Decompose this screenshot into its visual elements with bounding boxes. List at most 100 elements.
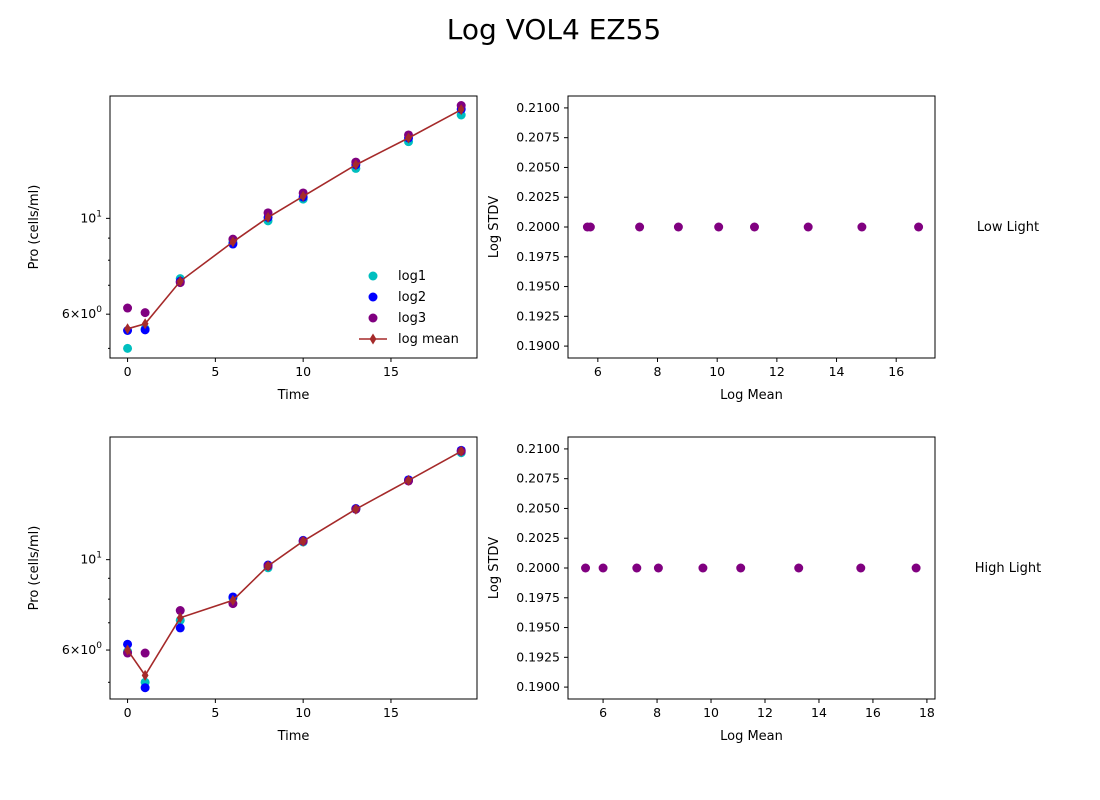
point	[585, 222, 595, 232]
y-tick-label: 0.2025	[516, 530, 560, 545]
y-tick-label: 6×100	[62, 305, 102, 321]
point-log-mean	[405, 474, 412, 486]
point-log-mean	[141, 318, 149, 330]
y-tick-label: 0.2100	[516, 100, 560, 115]
y-tick-label: 0.1950	[516, 279, 560, 294]
x-axis-label: Log Mean	[720, 729, 783, 744]
x-tick-label: 8	[654, 364, 662, 379]
point-log-mean	[264, 211, 272, 223]
x-tick-label: 16	[865, 705, 881, 720]
point-log-mean	[229, 236, 237, 248]
point	[794, 563, 804, 573]
y-axis-label: Pro (cells/ml)	[27, 185, 42, 270]
point-log-mean	[352, 503, 360, 515]
legend-marker-log3	[368, 313, 378, 323]
point-log3	[140, 648, 150, 658]
point	[736, 563, 746, 573]
point	[653, 563, 663, 573]
series-line-log-mean	[126, 450, 462, 677]
point	[673, 222, 683, 232]
y-tick-label: 0.1925	[516, 308, 560, 323]
point-log-mean	[141, 669, 149, 681]
point-log2	[175, 623, 185, 633]
y-tick-label: 0.1975	[516, 590, 560, 605]
legend-label: log3	[398, 311, 426, 326]
point-log-mean	[299, 190, 307, 202]
point-log-mean	[352, 159, 360, 171]
x-tick-label: 14	[811, 705, 827, 720]
point-log-mean	[264, 560, 272, 572]
y-tick-label: 0.1950	[516, 620, 560, 635]
x-tick-label: 10	[295, 705, 311, 720]
point-log2	[140, 325, 150, 335]
point	[911, 563, 921, 573]
point	[749, 222, 759, 232]
point-log-mean	[124, 644, 131, 656]
point	[632, 563, 642, 573]
legend-marker-log1	[368, 271, 378, 281]
y-tick-label: 0.1925	[516, 649, 560, 664]
point-log-mean	[176, 275, 184, 287]
y-tick-label: 0.2050	[516, 500, 560, 515]
y-tick-label: 0.2050	[516, 159, 560, 174]
legend-label: log mean	[398, 332, 459, 347]
point	[914, 222, 924, 232]
x-tick-label: 12	[757, 705, 773, 720]
point-log-mean	[176, 612, 184, 624]
x-tick-label: 12	[769, 364, 785, 379]
x-tick-label: 15	[383, 364, 399, 379]
point-log-mean	[229, 594, 237, 606]
x-tick-label: 5	[211, 364, 219, 379]
y-tick-label: 6×100	[62, 641, 102, 657]
point	[857, 222, 867, 232]
point-log2	[123, 639, 133, 649]
y-tick-label: 0.1975	[516, 249, 560, 264]
y-tick-label: 0.2025	[516, 189, 560, 204]
x-axis-label: Time	[277, 729, 310, 744]
figure-title: Log VOL4 EZ55	[447, 13, 661, 46]
y-tick-label: 101	[80, 209, 102, 225]
x-tick-label: 14	[829, 364, 845, 379]
x-tick-label: 10	[709, 364, 725, 379]
y-tick-label: 0.2075	[516, 130, 560, 145]
x-tick-label: 0	[124, 364, 132, 379]
y-tick-label: 0.1900	[516, 679, 560, 694]
point	[714, 222, 724, 232]
y-tick-label: 101	[80, 551, 102, 567]
x-tick-label: 16	[888, 364, 904, 379]
axes-frame	[109, 436, 478, 700]
x-tick-label: 18	[919, 705, 935, 720]
x-tick-label: 15	[383, 705, 399, 720]
panel-top-right: 6 8 10 12 14 16 Log Mean 0.1900 0.1925 0.1950 0.19…	[487, 95, 1039, 403]
x-axis-label: Time	[277, 388, 310, 403]
side-label: Low Light	[977, 220, 1039, 235]
y-axis-label: Pro (cells/ml)	[27, 526, 42, 611]
point-log-mean	[457, 445, 465, 457]
point-log-mean	[124, 323, 131, 335]
x-axis-label: Log Mean	[720, 388, 783, 403]
point-log3	[175, 606, 185, 616]
side-label: High Light	[975, 561, 1041, 576]
legend-marker-log2	[368, 292, 378, 302]
legend-marker-log-mean	[369, 333, 377, 345]
y-tick-label: 0.1900	[516, 338, 560, 353]
point	[635, 222, 645, 232]
point-log-mean	[457, 104, 465, 116]
legend-label: log2	[398, 290, 426, 305]
x-tick-label: 10	[295, 364, 311, 379]
y-tick-label: 0.2100	[516, 441, 560, 456]
point-log-mean	[299, 535, 307, 547]
y-axis-label: Log STDV	[487, 537, 502, 599]
axes-frame	[109, 95, 478, 359]
point-log3	[123, 303, 133, 313]
panel-top-left: 0 5 10 15 Time 101 6×100 Pro (cells/ml) log1 log2…	[27, 95, 478, 403]
y-axis-label: Log STDV	[487, 196, 502, 258]
legend-label: log1	[398, 269, 426, 284]
panel-bottom-left: 0 5 10 15 Time 101 6×100 Pro (cells/ml)	[27, 436, 478, 744]
x-tick-label: 10	[703, 705, 719, 720]
point	[581, 563, 591, 573]
axes-frame	[567, 436, 936, 700]
panels: 0 5 10 15 Time 101 6×100 Pro (cells/ml) log1 log2…	[27, 95, 1041, 744]
point-log3	[140, 308, 150, 318]
